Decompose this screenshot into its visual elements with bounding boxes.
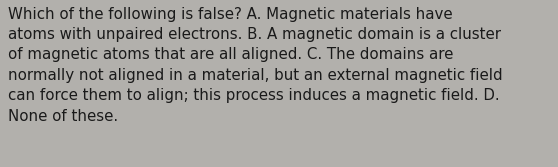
Text: Which of the following is false? A. Magnetic materials have
atoms with unpaired : Which of the following is false? A. Magn… (8, 7, 503, 124)
